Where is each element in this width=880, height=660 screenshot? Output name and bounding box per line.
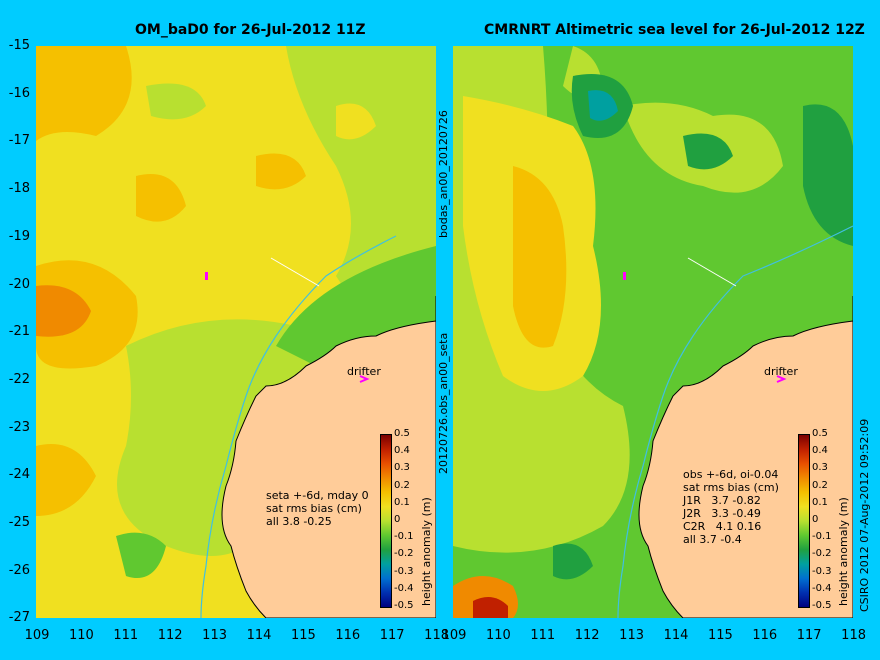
drifter-label-right: drifter	[764, 365, 798, 378]
stats-line: seta +-6d, mday 0	[266, 489, 369, 502]
x-tick-label: 112	[574, 628, 600, 643]
colorbar-tick-label: 0.5	[394, 428, 410, 439]
y-tick-label: -16	[8, 85, 30, 101]
x-tick-label: 118	[841, 628, 866, 643]
left-map-title: OM_baD0 for 26-Jul-2012 11Z	[135, 22, 366, 38]
x-tick-label: 109	[441, 628, 467, 643]
colorbar-tick-label: 0.2	[812, 479, 828, 491]
center-label-bottom: 20120726.obs_an00_seta	[437, 332, 450, 474]
x-tick-label: 111	[113, 628, 139, 643]
colorbar-tick-label: 0.4	[394, 445, 410, 457]
y-tick-label: -20	[8, 276, 30, 292]
colorbar-tick-label: -0.1	[394, 531, 414, 543]
right-colorbar-label: height anomaly (m)	[837, 497, 850, 606]
x-tick-label: 110	[68, 628, 94, 643]
y-tick-label: -21	[8, 324, 30, 340]
colorbar-tick-label: -0.4	[394, 582, 414, 594]
colorbar-tick-label: -0.3	[394, 565, 414, 577]
y-tick-label: -26	[8, 562, 30, 578]
stats-line: J2R 3.3 -0.49	[683, 507, 761, 520]
x-tick-label: 110	[485, 628, 511, 643]
x-tick-label: 114	[663, 628, 689, 643]
center-label-top: bodas_an00_20120726	[437, 110, 450, 238]
colorbar-tick-label: 0.4	[812, 445, 828, 457]
left-colorbar	[380, 434, 392, 608]
right-map-title: CMRNRT Altimetric sea level for 26-Jul-2…	[484, 22, 865, 38]
drifter-label-left: drifter	[347, 365, 381, 378]
y-tick-label: -18	[8, 181, 30, 197]
y-tick-label: -19	[8, 228, 30, 244]
x-tick-label: 113	[619, 628, 644, 643]
colorbar-tick-label: -0.2	[394, 548, 414, 560]
y-tick-label: -23	[8, 419, 30, 435]
colorbar-tick-label: 0.3	[394, 462, 410, 474]
x-tick-label: 115	[707, 628, 733, 643]
colorbar-tick-label: -0.1	[812, 531, 832, 543]
copyright-label: CSIRO 2012 07-Aug-2012 09:52:09	[858, 418, 871, 612]
x-tick-label: 116	[752, 628, 778, 643]
stats-line: obs +-6d, oi-0.04	[683, 468, 779, 481]
colorbar-tick-label: -0.5	[812, 600, 832, 611]
x-tick-label: 117	[796, 628, 822, 643]
x-tick-label: 115	[290, 628, 316, 643]
x-tick-label: 117	[379, 628, 405, 643]
right-stats-text: obs +-6d, oi-0.04 sat rms bias (cm) J1R 3.…	[683, 468, 779, 546]
y-tick-label: -27	[8, 610, 30, 626]
x-tick-label: 114	[246, 628, 272, 643]
left-stats-text: seta +-6d, mday 0 sat rms bias (cm) all 3.…	[266, 489, 369, 528]
colorbar-tick-label: -0.2	[812, 548, 832, 560]
colorbar-tick-label: -0.5	[394, 600, 414, 611]
stats-line: C2R 4.1 0.16	[683, 520, 762, 533]
x-tick-label: 116	[335, 628, 361, 643]
stats-line: J1R 3.7 -0.82	[683, 494, 761, 507]
colorbar-tick-label: 0	[394, 514, 401, 525]
stats-line: sat rms bias (cm)	[683, 481, 779, 494]
right-colorbar	[798, 434, 810, 608]
y-tick-label: -22	[8, 371, 30, 387]
x-tick-label: 118	[424, 628, 449, 643]
colorbar-tick-label: 0.1	[812, 496, 828, 508]
x-tick-label: 112	[157, 628, 183, 643]
y-tick-label: -24	[8, 467, 30, 483]
stats-line: sat rms bias (cm)	[266, 502, 362, 515]
stats-line: all 3.8 -0.25	[266, 515, 332, 528]
colorbar-tick-label: -0.4	[812, 582, 832, 594]
colorbar-tick-label: 0	[812, 514, 819, 525]
left-colorbar-label: height anomaly (m)	[420, 497, 433, 606]
left-sea-level-map	[36, 46, 436, 618]
y-tick-label: -17	[8, 133, 30, 149]
colorbar-tick-label: 0.1	[394, 496, 410, 508]
colorbar-tick-label: 0.5	[812, 428, 828, 439]
x-tick-label: 109	[24, 628, 50, 643]
colorbar-tick-label: -0.3	[812, 565, 832, 577]
x-tick-label: 113	[202, 628, 227, 643]
y-tick-label: -25	[8, 515, 30, 530]
colorbar-tick-label: 0.2	[394, 479, 410, 491]
stats-line: all 3.7 -0.4	[683, 533, 742, 546]
x-tick-label: 111	[530, 628, 556, 643]
colorbar-tick-label: 0.3	[812, 462, 828, 474]
right-sea-level-map	[453, 46, 853, 618]
y-tick-label: -15	[8, 38, 30, 53]
